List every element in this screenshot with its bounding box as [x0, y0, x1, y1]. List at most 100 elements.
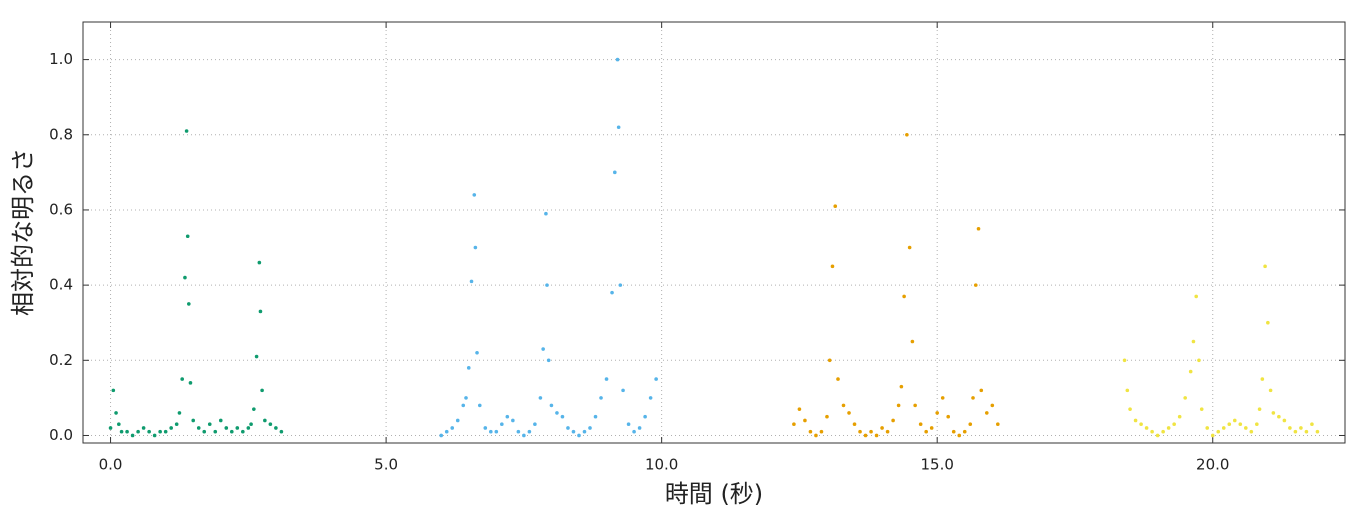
data-point [555, 411, 559, 415]
data-point [184, 129, 189, 133]
data-point [1257, 407, 1262, 411]
data-point [252, 407, 256, 411]
data-point [588, 426, 592, 430]
data-point [1315, 429, 1320, 434]
data-point [971, 396, 975, 400]
data-point [808, 429, 813, 434]
data-point [1216, 429, 1221, 434]
data-point [907, 245, 912, 250]
data-point [158, 429, 162, 434]
data-point [169, 426, 173, 430]
data-point [654, 377, 658, 381]
y-tick-label: 0.8 [49, 125, 73, 143]
data-point [218, 418, 223, 423]
data-point [797, 407, 802, 411]
data-point [1191, 339, 1196, 344]
data-point [643, 414, 647, 419]
data-point [1232, 418, 1237, 423]
data-point [1122, 358, 1127, 363]
y-tick-label: 0.0 [49, 426, 73, 444]
data-point [1288, 426, 1292, 430]
data-point [505, 414, 510, 419]
data-point [560, 414, 565, 419]
data-point [632, 429, 636, 434]
data-point [582, 429, 587, 434]
data-point [618, 283, 623, 287]
data-point [819, 429, 824, 434]
data-point [119, 429, 124, 434]
data-point [626, 422, 631, 427]
data-point [444, 429, 449, 434]
data-point [1166, 426, 1171, 430]
data-point [814, 433, 818, 438]
data-point [896, 403, 901, 408]
data-point [1244, 426, 1248, 430]
data-point [188, 381, 193, 385]
data-point [577, 433, 581, 438]
data-point [1188, 369, 1193, 374]
data-point [461, 403, 466, 408]
data-point [830, 264, 835, 269]
data-point [1199, 407, 1204, 411]
x-tick-label: 0.0 [99, 456, 123, 474]
data-point [472, 193, 477, 197]
data-point [613, 170, 617, 175]
data-point [1293, 429, 1298, 434]
data-point [268, 422, 273, 427]
data-point [257, 260, 262, 265]
plot-frame [82, 21, 1346, 444]
data-point [1155, 433, 1160, 438]
data-point [1125, 388, 1130, 393]
data-point [1194, 294, 1199, 299]
data-point [1260, 377, 1265, 381]
data-point [792, 422, 796, 427]
data-point [880, 426, 884, 430]
data-point [615, 57, 620, 62]
data-point [163, 429, 168, 434]
data-point [968, 422, 973, 427]
data-point [946, 414, 951, 419]
data-point [187, 302, 191, 306]
data-point [836, 377, 840, 381]
data-point [648, 396, 653, 400]
data-point [191, 418, 196, 423]
data-point [260, 388, 264, 393]
data-point [957, 433, 962, 438]
data-point [274, 426, 278, 430]
data-point [996, 422, 1000, 427]
data-point [177, 411, 182, 415]
data-point [1282, 418, 1287, 423]
data-point [489, 429, 493, 434]
data-point [1299, 426, 1303, 430]
data-point [990, 403, 995, 408]
data-point [1210, 433, 1215, 438]
data-point [1172, 422, 1176, 427]
data-point [1271, 411, 1276, 415]
data-point [1197, 358, 1201, 363]
data-point [500, 422, 504, 427]
data-point [522, 433, 526, 438]
data-point [249, 422, 253, 427]
y-tick-label: 0.2 [49, 351, 73, 369]
data-point [852, 422, 857, 427]
data-point [1310, 422, 1314, 427]
data-point [899, 384, 904, 389]
x-axis-title: 時間 (秒) [665, 480, 763, 508]
data-point [246, 426, 251, 430]
data-point [571, 429, 576, 434]
data-point [183, 275, 187, 280]
data-point [935, 411, 939, 415]
data-point [114, 411, 118, 415]
data-point [549, 403, 554, 408]
data-point [117, 422, 121, 427]
data-point [1139, 422, 1143, 427]
data-point [929, 426, 934, 430]
data-point [1255, 422, 1259, 427]
data-point [196, 426, 201, 430]
data-point [847, 411, 851, 415]
data-point [469, 279, 474, 284]
data-point [593, 414, 598, 419]
data-point [152, 433, 157, 438]
x-tick-label: 20.0 [1196, 456, 1229, 474]
data-point [825, 414, 829, 419]
